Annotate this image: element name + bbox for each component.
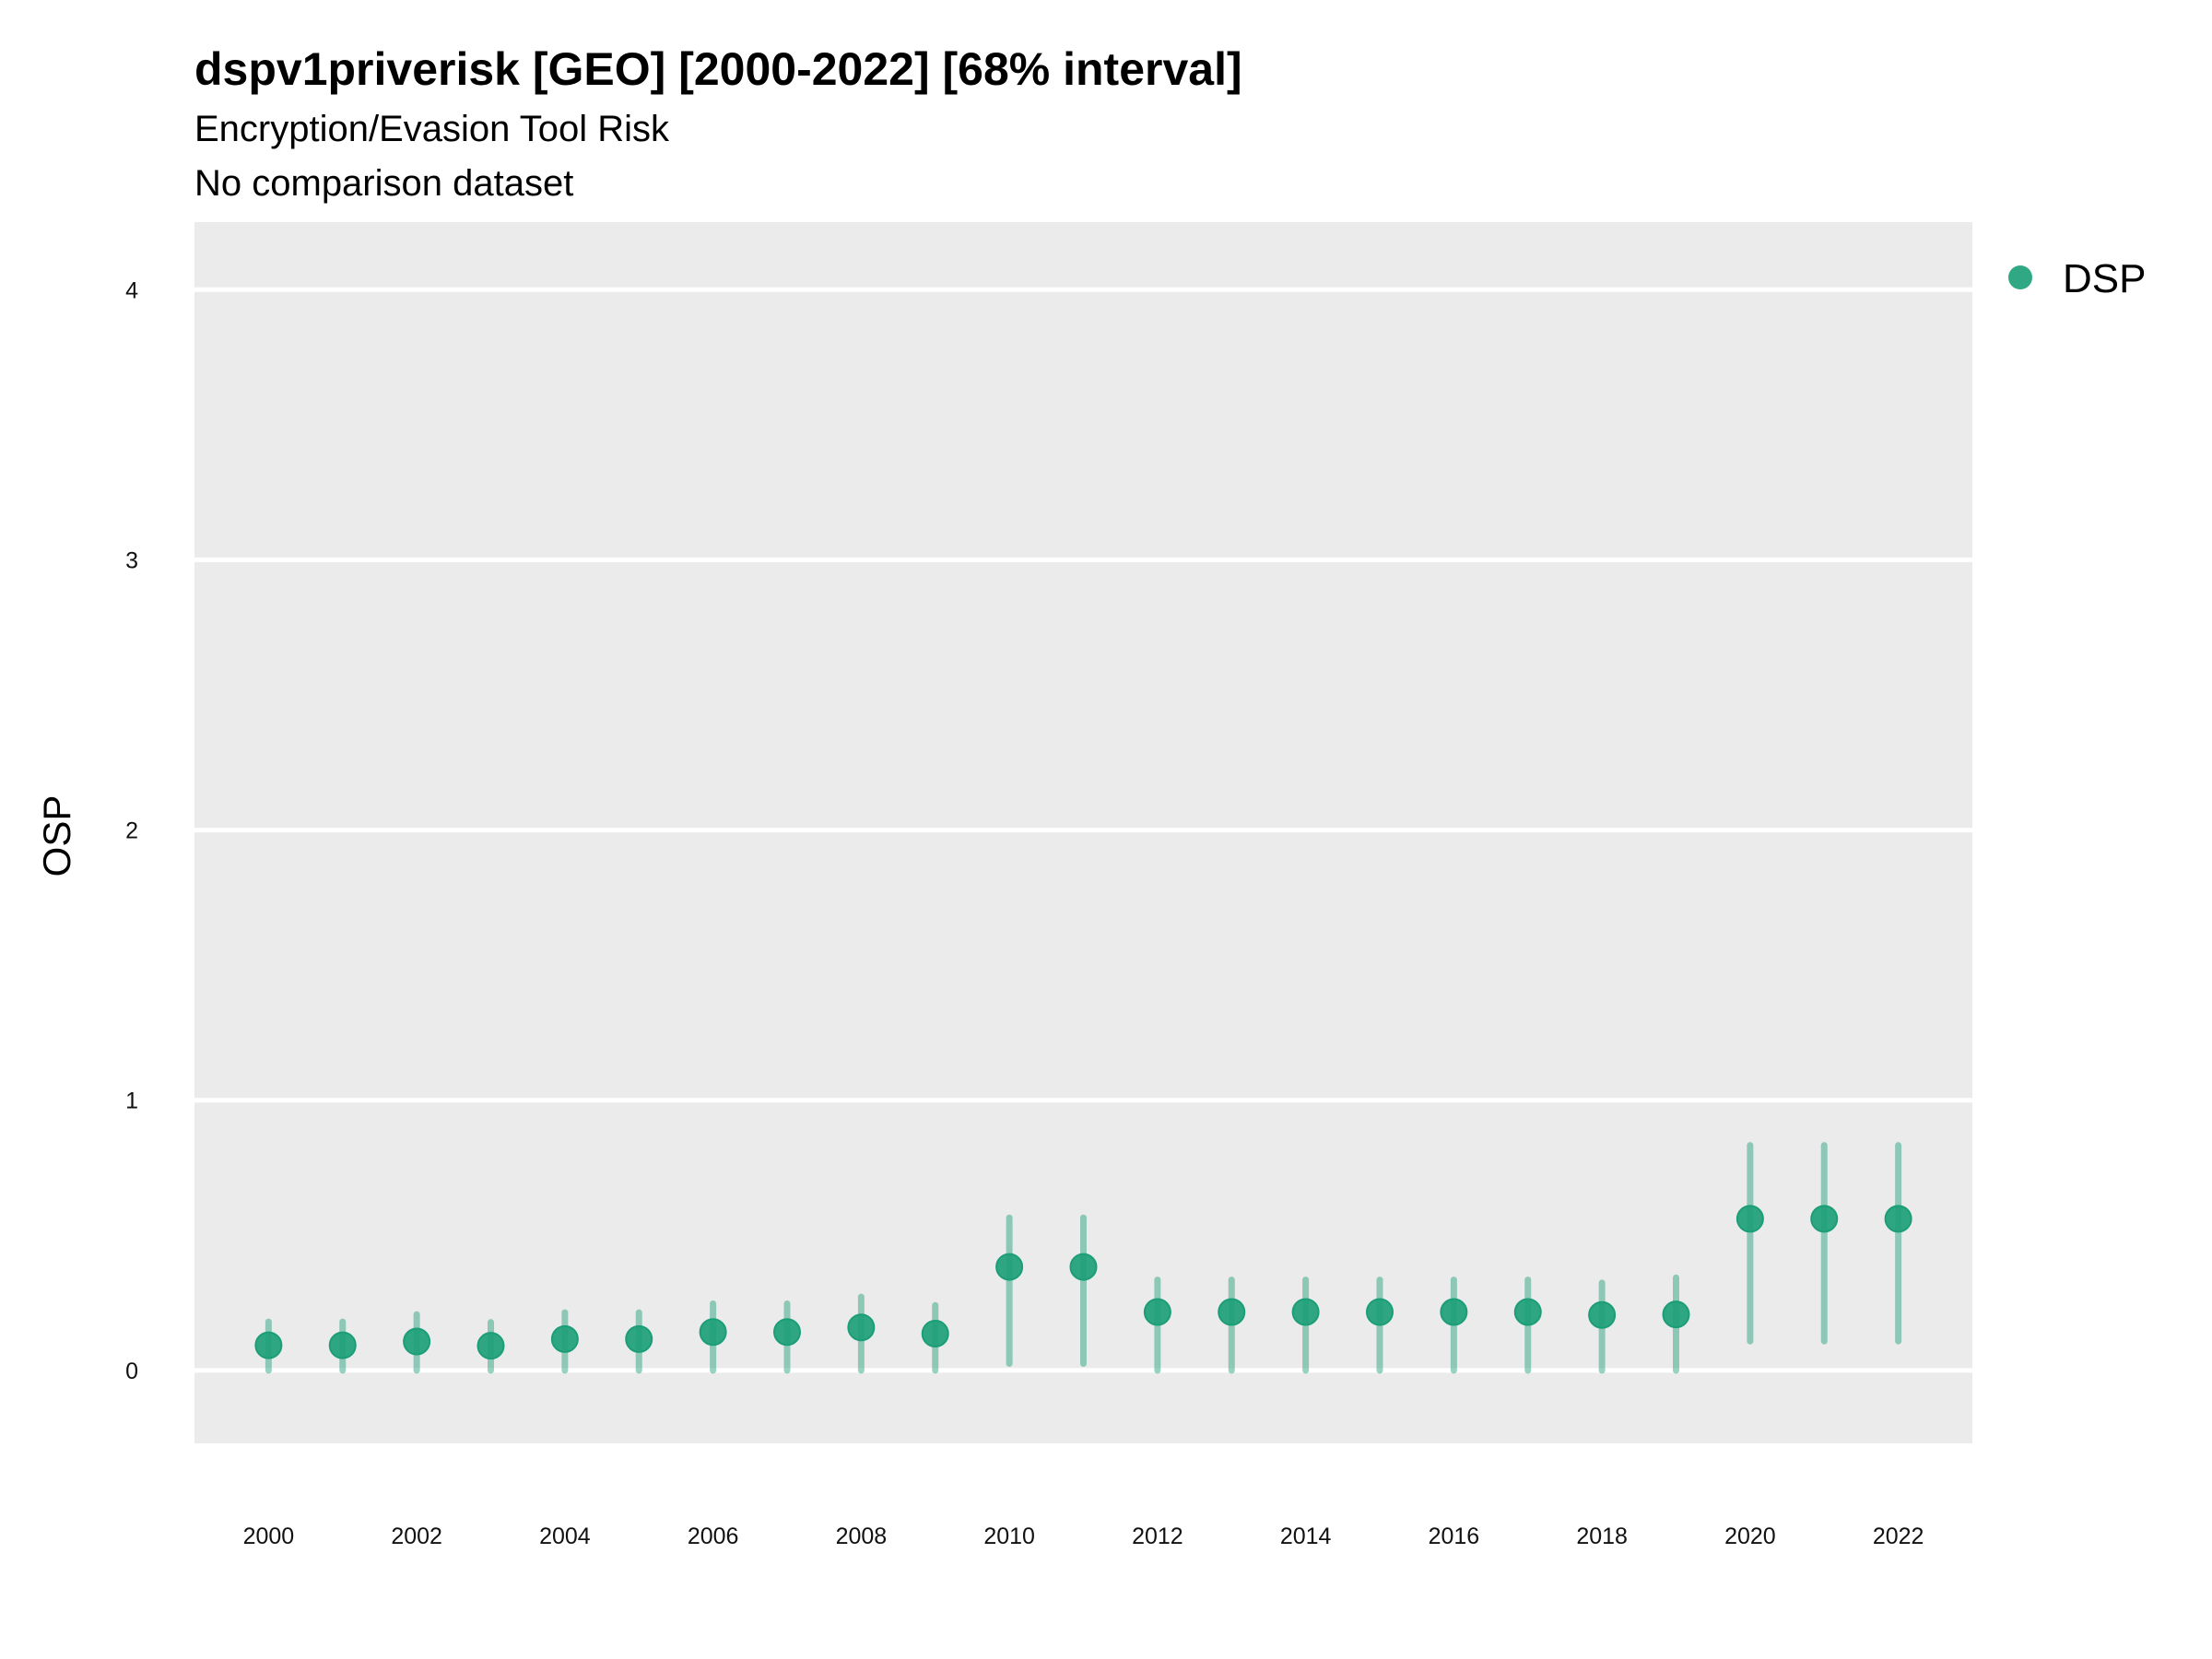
data-point-2010: [995, 1253, 1024, 1281]
data-point-2005: [625, 1324, 653, 1353]
data-point-2022: [1884, 1205, 1912, 1233]
data-point-2016: [1440, 1298, 1468, 1326]
legend: DSP: [2008, 256, 2146, 301]
x-tick-label-2022: 2022: [1873, 1524, 1924, 1549]
data-point-2000: [254, 1331, 283, 1359]
legend-marker-dsp: [2008, 265, 2032, 289]
data-point-2019: [1662, 1300, 1690, 1329]
y-tick-label-3: 3: [125, 547, 138, 573]
plot-panel: [194, 222, 1972, 1443]
data-point-2009: [921, 1319, 949, 1347]
data-point-2012: [1143, 1298, 1171, 1326]
y-tick-label-1: 1: [125, 1088, 138, 1114]
data-point-2006: [699, 1318, 727, 1347]
y-axis-label: OSP: [35, 795, 78, 877]
x-tick-label-2014: 2014: [1280, 1524, 1332, 1549]
x-tick-label-2020: 2020: [1724, 1524, 1776, 1549]
data-point-2020: [1735, 1205, 1764, 1233]
legend-label-dsp: DSP: [2063, 256, 2146, 301]
data-point-2011: [1069, 1253, 1098, 1281]
y-tick-labels: 0 1 2 3 4: [125, 277, 138, 1384]
data-point-2017: [1513, 1298, 1542, 1326]
data-point-2003: [477, 1332, 505, 1360]
y-tick-label-4: 4: [125, 277, 138, 303]
data-point-2004: [550, 1324, 579, 1353]
data-point-2015: [1366, 1298, 1394, 1326]
data-point-2007: [773, 1318, 801, 1347]
x-tick-label-2012: 2012: [1132, 1524, 1183, 1549]
x-tick-label-2010: 2010: [983, 1524, 1035, 1549]
gridlines: [194, 287, 1972, 1373]
x-tick-label-2008: 2008: [836, 1524, 888, 1549]
x-tick-labels: 2000 2002 2004 2006 2008 2010 2012 2014 2016 2018…: [243, 1524, 1924, 1549]
data-point-2002: [403, 1327, 431, 1356]
x-tick-label-2016: 2016: [1429, 1524, 1480, 1549]
chart-title: dspv1priverisk [GEO] [2000-2022] [68% in…: [194, 43, 1242, 95]
chart-subtitle: Encryption/Evasion Tool Risk: [194, 109, 670, 149]
data-point-2021: [1810, 1205, 1839, 1233]
x-tick-label-2006: 2006: [688, 1524, 739, 1549]
y-tick-label-2: 2: [125, 818, 138, 844]
x-tick-label-2000: 2000: [243, 1524, 295, 1549]
chart-caption: No comparison dataset: [194, 163, 573, 204]
data-point-2013: [1218, 1298, 1246, 1326]
x-tick-label-2018: 2018: [1576, 1524, 1628, 1549]
data-point-2001: [328, 1331, 357, 1359]
data-point-2018: [1588, 1300, 1617, 1329]
x-tick-label-2002: 2002: [391, 1524, 442, 1549]
data-point-2014: [1291, 1298, 1320, 1326]
y-tick-label-0: 0: [125, 1359, 138, 1384]
data-marks: [254, 1142, 1912, 1374]
data-point-2008: [847, 1313, 876, 1342]
x-tick-label-2004: 2004: [539, 1524, 591, 1549]
